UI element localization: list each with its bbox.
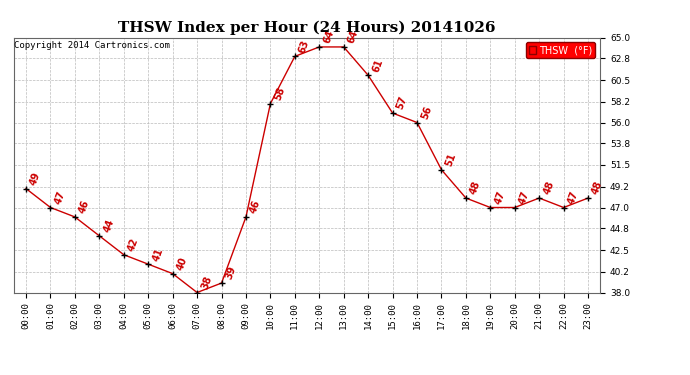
Legend: THSW  (°F): THSW (°F) [526, 42, 595, 58]
Text: 48: 48 [542, 180, 555, 196]
Text: Copyright 2014 Cartronics.com: Copyright 2014 Cartronics.com [14, 41, 170, 50]
Text: 51: 51 [444, 152, 458, 168]
Text: 61: 61 [371, 57, 384, 74]
Text: 44: 44 [102, 218, 116, 234]
Text: 48: 48 [469, 180, 482, 196]
Text: 42: 42 [126, 237, 140, 253]
Text: 46: 46 [77, 199, 91, 215]
Text: 58: 58 [273, 86, 287, 102]
Text: 46: 46 [248, 199, 262, 215]
Text: 49: 49 [28, 171, 43, 187]
Text: 39: 39 [224, 265, 238, 281]
Text: 56: 56 [420, 105, 433, 121]
Text: 48: 48 [591, 180, 604, 196]
Text: 47: 47 [566, 189, 580, 206]
Text: 64: 64 [346, 29, 360, 45]
Text: 63: 63 [297, 38, 311, 54]
Text: 38: 38 [199, 274, 214, 291]
Text: 47: 47 [518, 189, 531, 206]
Text: 41: 41 [150, 246, 165, 262]
Text: 40: 40 [175, 256, 189, 272]
Text: 47: 47 [493, 189, 506, 206]
Text: 64: 64 [322, 29, 336, 45]
Text: 47: 47 [53, 189, 67, 206]
Text: 57: 57 [395, 95, 409, 111]
Title: THSW Index per Hour (24 Hours) 20141026: THSW Index per Hour (24 Hours) 20141026 [118, 21, 496, 35]
